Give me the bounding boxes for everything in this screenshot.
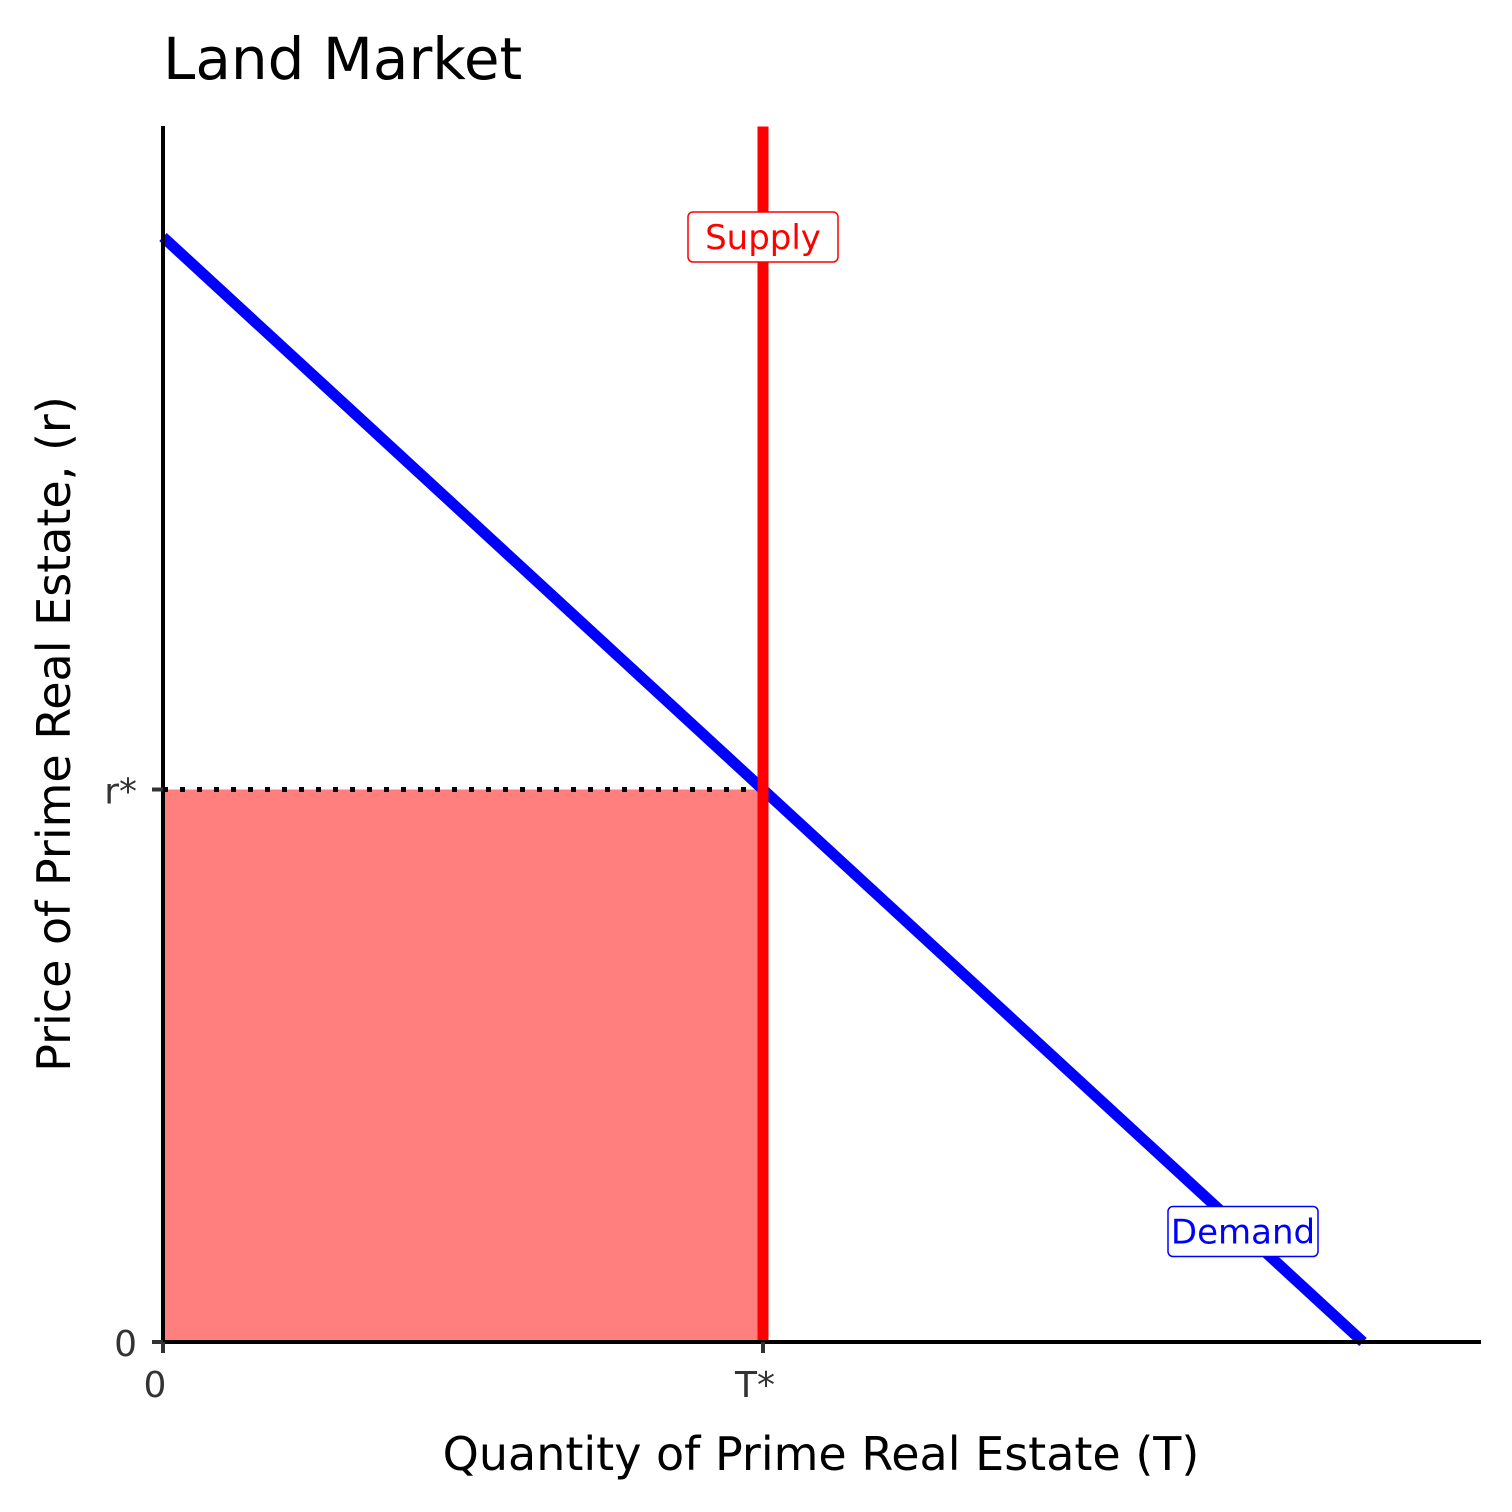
- series-layer: [159, 126, 1367, 1347]
- curve-label-text-supply: Supply: [705, 218, 821, 258]
- curve-label-box-demand: [1167, 1205, 1319, 1258]
- curve-label-supply: Supply: [687, 211, 839, 263]
- y-axis-title: Price of Prime Real Estate, (r): [27, 396, 81, 1072]
- y-tick-label-1: r*: [104, 772, 137, 813]
- x-tick-label-1: T*: [734, 1365, 775, 1406]
- revenue-shaded-region: [163, 789, 763, 1342]
- chart-title: Land Market: [163, 25, 522, 93]
- curve-label-demand: Demand: [1167, 1205, 1319, 1258]
- y-tick-label-0: 0: [114, 1324, 137, 1365]
- plot-area: 0 T* 0 r* Supply Demand: [104, 126, 1481, 1406]
- x-axis-title: Quantity of Prime Real Estate (T): [443, 1427, 1200, 1481]
- ticks-layer: 0 T* 0 r*: [104, 772, 775, 1407]
- curve-label-box-supply: [687, 211, 839, 263]
- curve-labels-layer: Supply Demand: [687, 211, 1319, 1258]
- x-tick-label-0: 0: [144, 1365, 167, 1406]
- curve-label-text-demand: Demand: [1171, 1213, 1315, 1253]
